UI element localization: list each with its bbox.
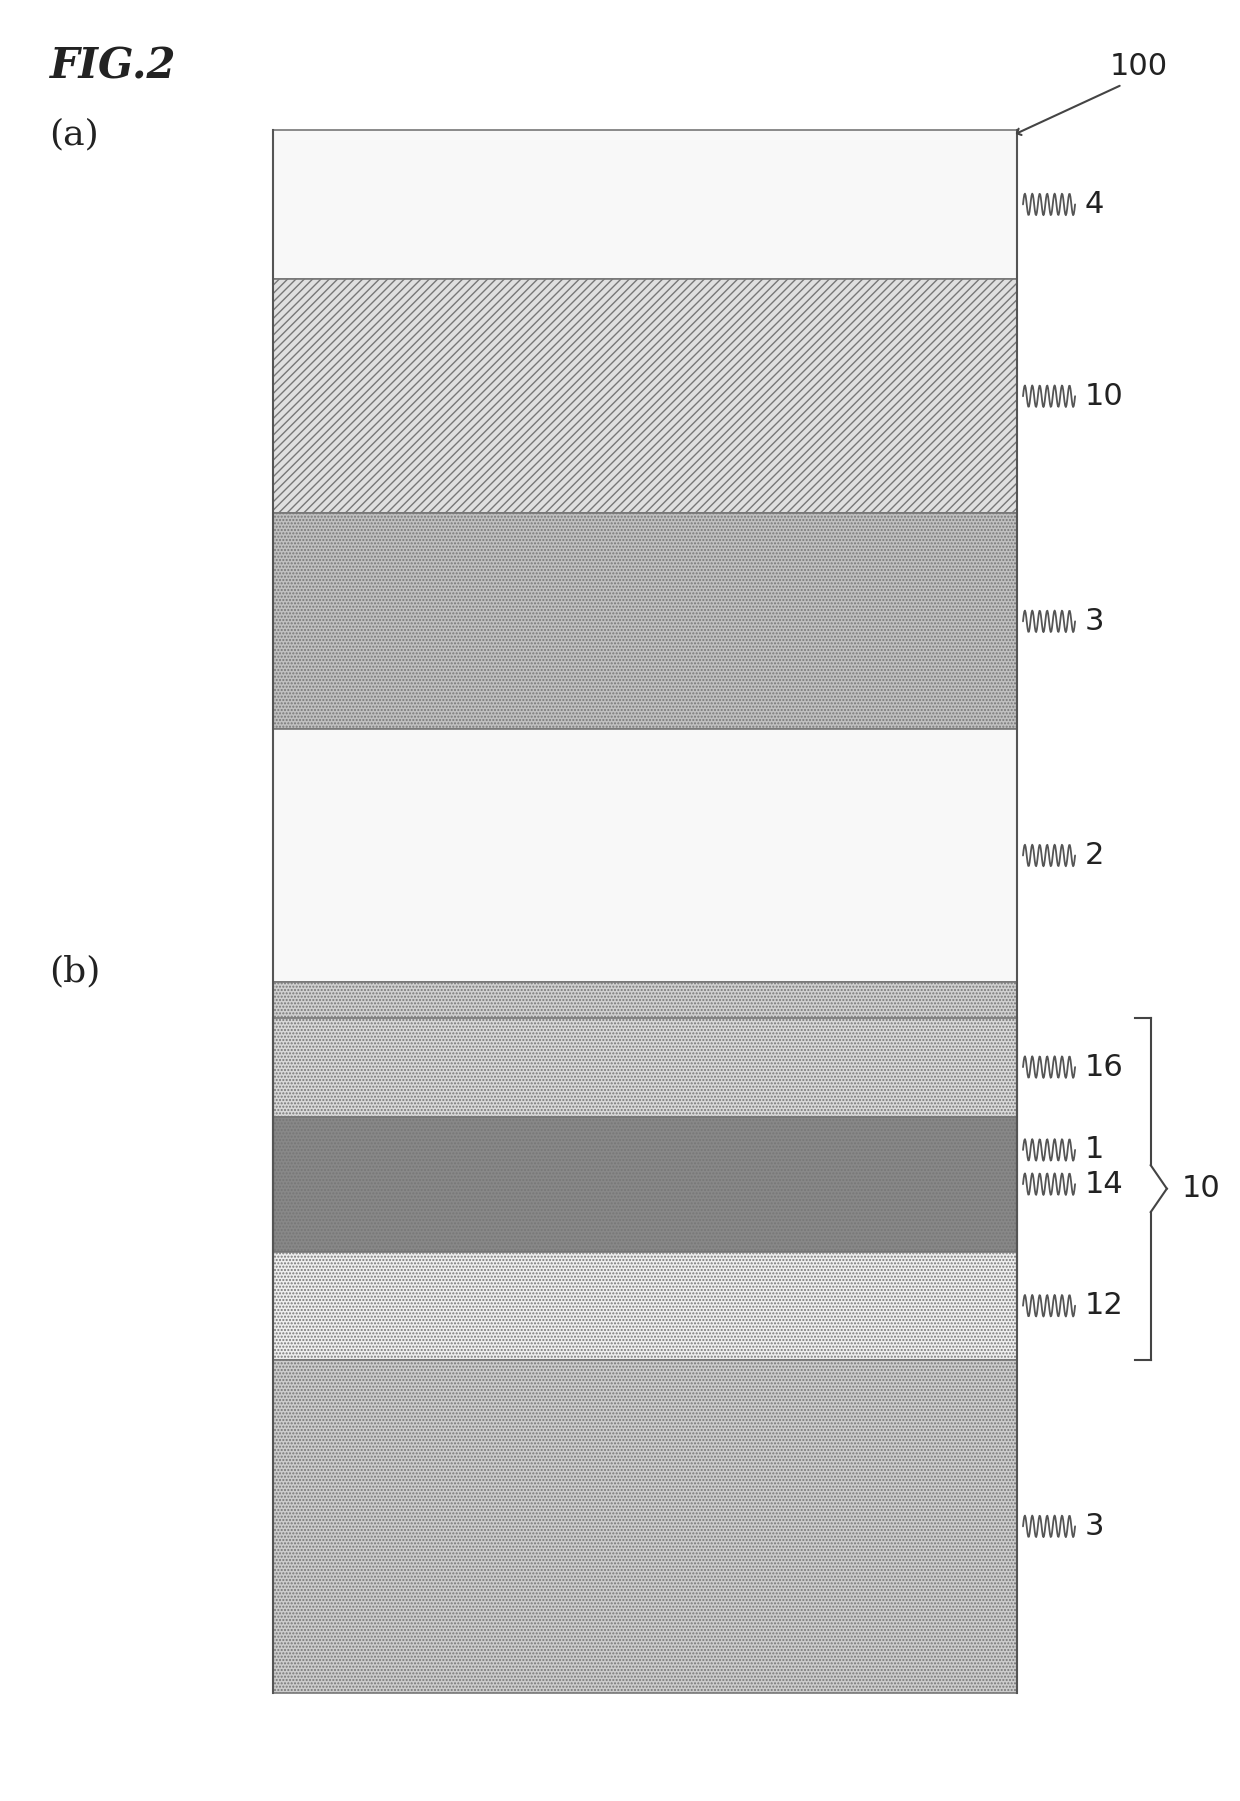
- Text: 14: 14: [1085, 1169, 1123, 1199]
- Bar: [273, 1018, 1017, 1117]
- Text: FIG.2: FIG.2: [50, 45, 176, 86]
- Text: 10: 10: [1085, 382, 1123, 411]
- Bar: [273, 1117, 1017, 1252]
- Text: 3: 3: [1085, 1511, 1105, 1542]
- Text: (b): (b): [50, 955, 100, 989]
- Text: 2: 2: [1085, 841, 1105, 870]
- Bar: [273, 729, 1017, 982]
- Text: (a): (a): [50, 117, 99, 151]
- Text: 16: 16: [1085, 1052, 1123, 1082]
- Text: 4: 4: [1085, 189, 1105, 220]
- Bar: [273, 982, 1017, 1318]
- Bar: [273, 279, 1017, 513]
- Text: 1: 1: [1085, 1135, 1105, 1165]
- Text: 3: 3: [1085, 607, 1105, 636]
- Bar: [273, 1360, 1017, 1693]
- Text: 12: 12: [1085, 1291, 1123, 1320]
- Bar: [273, 1252, 1017, 1360]
- Bar: [273, 513, 1017, 729]
- Text: 100: 100: [1110, 52, 1168, 81]
- Text: 10: 10: [1182, 1174, 1220, 1203]
- Bar: [273, 130, 1017, 279]
